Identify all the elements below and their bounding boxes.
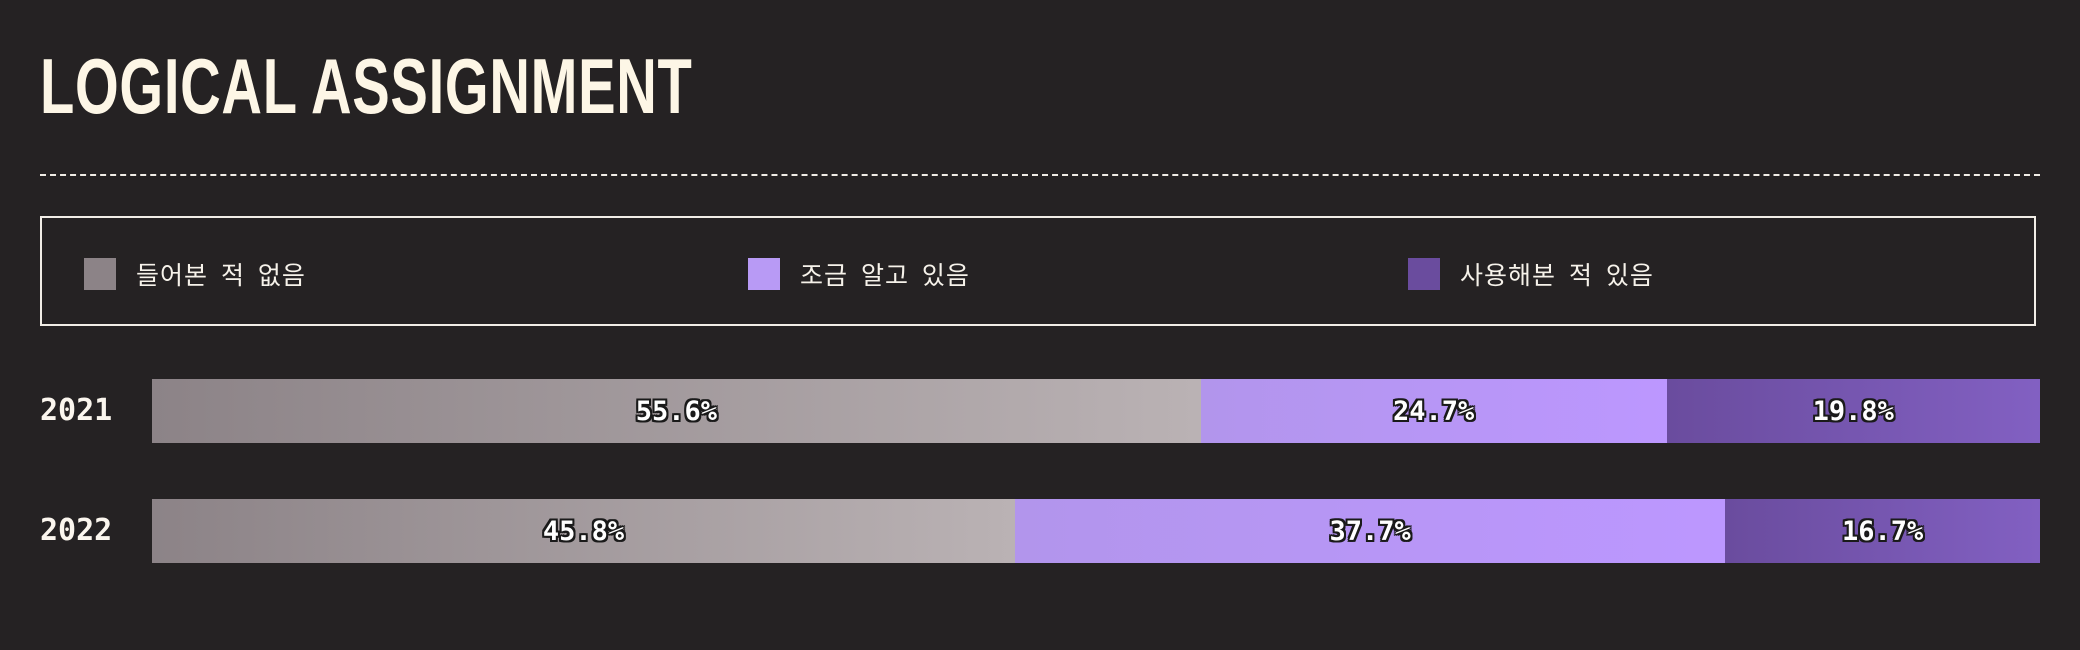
data-label-2021-know-a-little: 24.7% bbox=[1392, 395, 1475, 427]
bar-row-2021: 2021 55.6% 24.7% 19.8% bbox=[40, 379, 2040, 443]
bar-segment-2022-never-heard: 45.8% bbox=[152, 499, 1015, 563]
stacked-bar-2022: 45.8% 37.7% 16.7% bbox=[152, 499, 2040, 563]
bar-segment-2022-have-used: 16.7% bbox=[1725, 499, 2040, 563]
category-label-2021: 2021 bbox=[40, 393, 113, 428]
data-label-2022-never-heard: 45.8% bbox=[542, 515, 625, 547]
data-label-2021-never-heard: 55.6% bbox=[635, 395, 717, 427]
bar-segment-2022-know-a-little: 37.7% bbox=[1014, 499, 1726, 563]
dashed-divider bbox=[40, 174, 2040, 176]
category-label-2022: 2022 bbox=[40, 513, 113, 548]
legend: 들어본 적 없음 조금 알고 있음 사용해본 적 있음 bbox=[40, 216, 2036, 326]
legend-item-know-a-little: 조금 알고 있음 bbox=[748, 258, 970, 290]
chart-title: LOGICAL ASSIGNMENT bbox=[40, 42, 693, 130]
legend-label-never-heard: 들어본 적 없음 bbox=[136, 261, 306, 290]
bar-segment-2021-know-a-little: 24.7% bbox=[1200, 379, 1667, 443]
data-label-2021-have-used: 19.8% bbox=[1812, 395, 1894, 427]
legend-item-have-used: 사용해본 적 있음 bbox=[1408, 258, 1654, 290]
legend-label-have-used: 사용해본 적 있음 bbox=[1460, 261, 1654, 290]
legend-label-know-a-little: 조금 알고 있음 bbox=[800, 261, 970, 290]
bar-segment-2021-have-used: 19.8% bbox=[1666, 379, 2040, 443]
legend-swatch-know-a-little bbox=[748, 258, 780, 290]
bar-row-2022: 2022 45.8% 37.7% 16.7% bbox=[40, 499, 2040, 563]
data-label-2022-know-a-little: 37.7% bbox=[1329, 515, 1411, 547]
legend-swatch-never-heard bbox=[84, 258, 116, 290]
data-label-2022-have-used: 16.7% bbox=[1842, 515, 1924, 547]
stacked-bar-2021: 55.6% 24.7% 19.8% bbox=[152, 379, 2040, 443]
legend-swatch-have-used bbox=[1408, 258, 1440, 290]
legend-item-never-heard: 들어본 적 없음 bbox=[84, 258, 306, 290]
bar-segment-2021-never-heard: 55.6% bbox=[152, 379, 1201, 443]
